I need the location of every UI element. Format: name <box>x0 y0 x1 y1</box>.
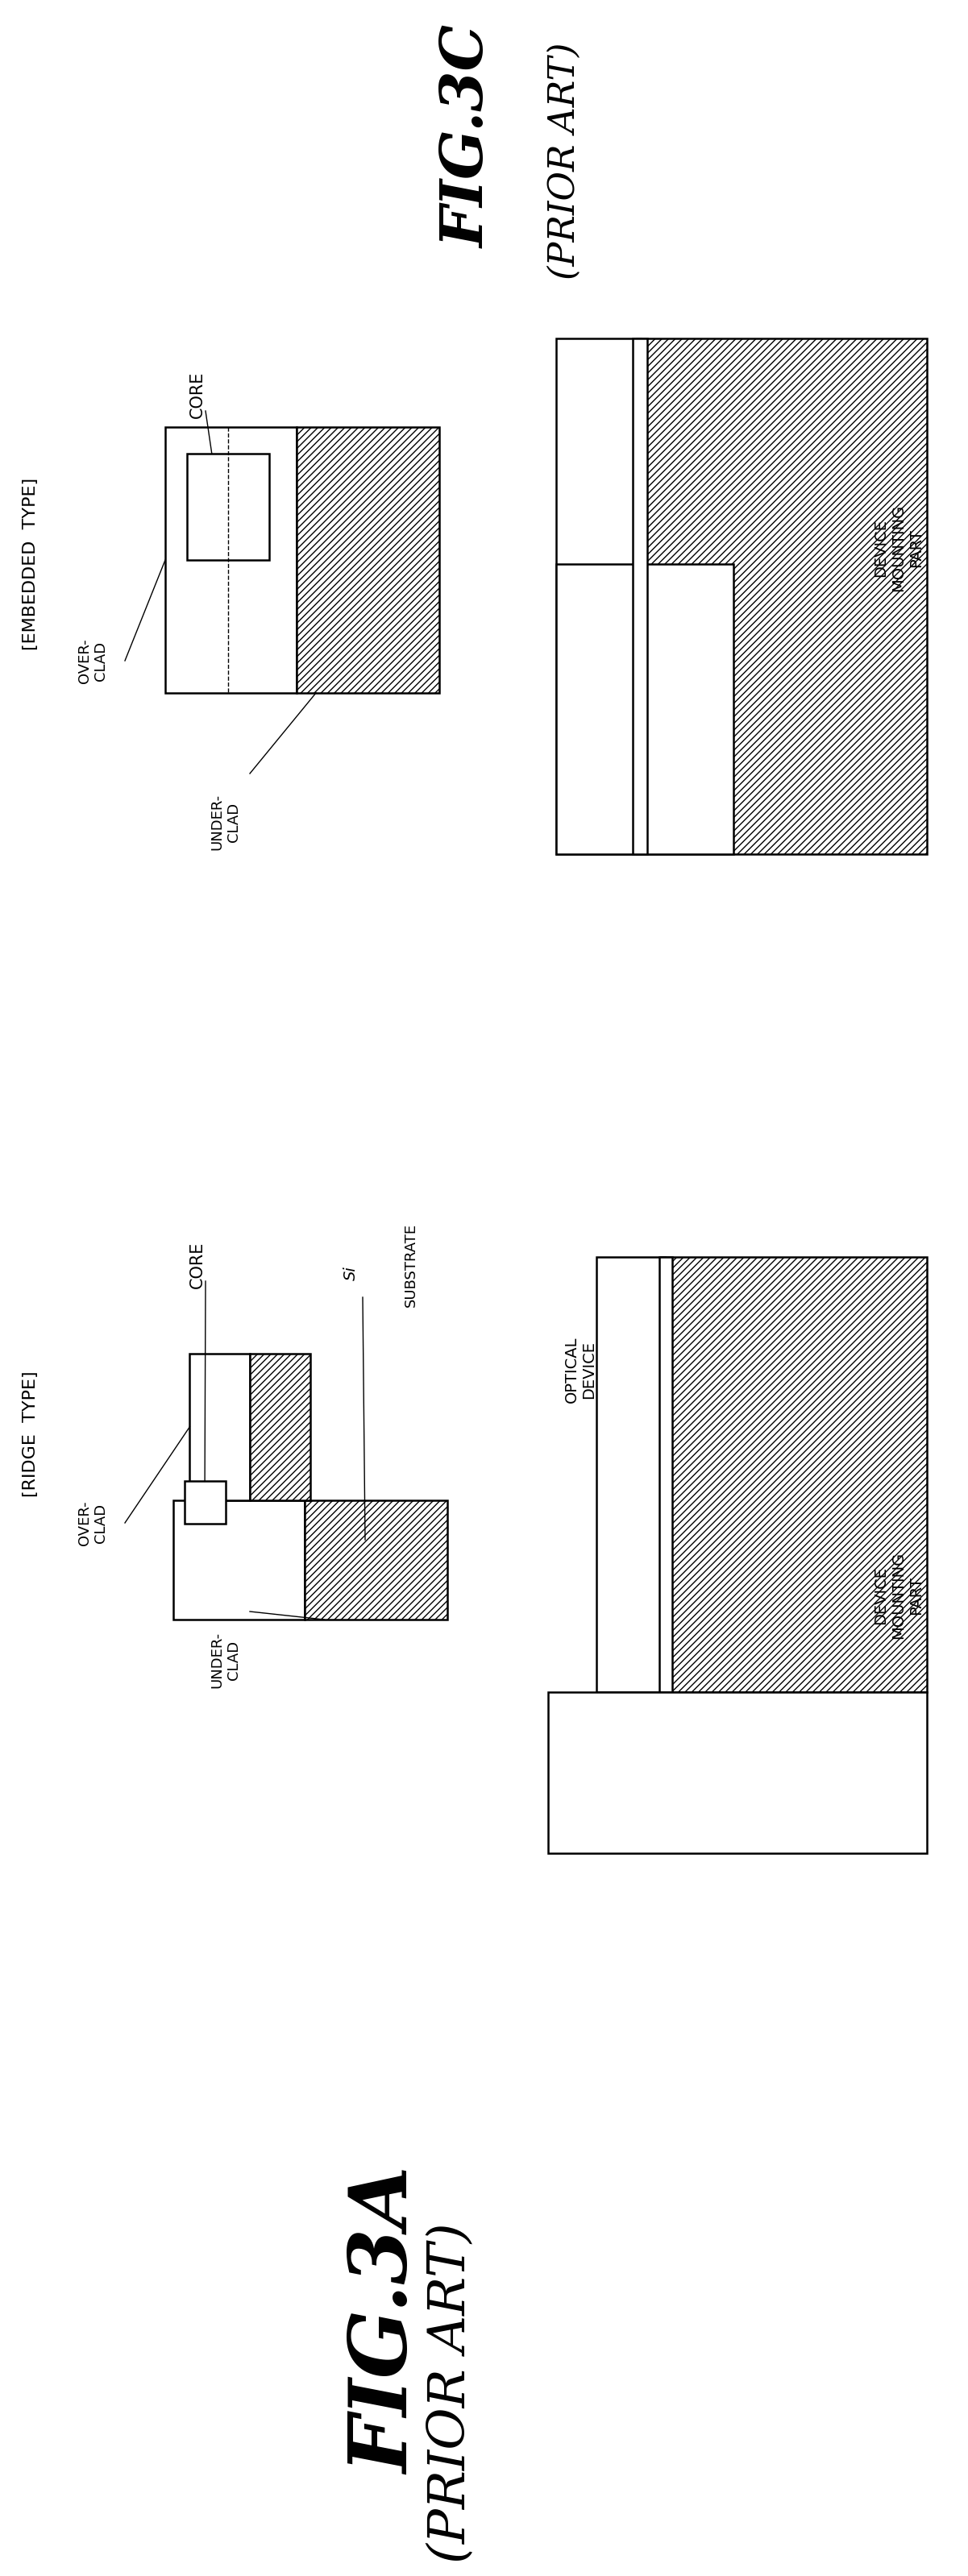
Text: (PRIOR ART): (PRIOR ART) <box>547 41 582 281</box>
Text: OPTICAL
DEVICE: OPTICAL DEVICE <box>563 1337 597 1404</box>
Bar <box>548 1692 927 1852</box>
Bar <box>659 1257 672 1692</box>
Bar <box>187 453 269 559</box>
Text: [RIDGE  TYPE]: [RIDGE TYPE] <box>22 1370 39 1497</box>
Text: SUBSTRATE: SUBSTRATE <box>404 1224 418 1306</box>
Bar <box>166 428 297 693</box>
Bar <box>184 1481 226 1525</box>
Bar <box>661 1257 927 1692</box>
Bar <box>557 337 641 855</box>
Text: Si: Si <box>343 1265 358 1280</box>
Bar <box>557 564 734 855</box>
Text: CORE: CORE <box>190 1242 205 1288</box>
Text: DEVICE
MOUNTING
PART: DEVICE MOUNTING PART <box>873 505 924 592</box>
Text: DEVICE
MOUNTING
PART: DEVICE MOUNTING PART <box>873 1551 924 1638</box>
Bar <box>250 1352 311 1499</box>
Bar <box>633 337 648 855</box>
Bar <box>596 1257 665 1692</box>
Text: CORE: CORE <box>190 371 205 417</box>
Text: UNDER-
CLAD: UNDER- CLAD <box>210 1631 241 1687</box>
Text: OVER-
CLAD: OVER- CLAD <box>77 639 108 683</box>
Bar <box>297 428 439 693</box>
Text: FIG.3A: FIG.3A <box>348 2166 426 2476</box>
Text: UNDER-
CLAD: UNDER- CLAD <box>210 793 241 850</box>
Bar <box>305 1499 447 1620</box>
Text: OVER-
CLAD: OVER- CLAD <box>77 1499 108 1546</box>
Bar <box>190 1352 250 1499</box>
Bar <box>637 337 927 855</box>
Text: (PRIOR ART): (PRIOR ART) <box>427 2223 476 2563</box>
Bar <box>173 1499 305 1620</box>
Text: [EMBEDDED  TYPE]: [EMBEDDED TYPE] <box>22 477 39 649</box>
Text: FIG.3C: FIG.3C <box>439 26 496 247</box>
